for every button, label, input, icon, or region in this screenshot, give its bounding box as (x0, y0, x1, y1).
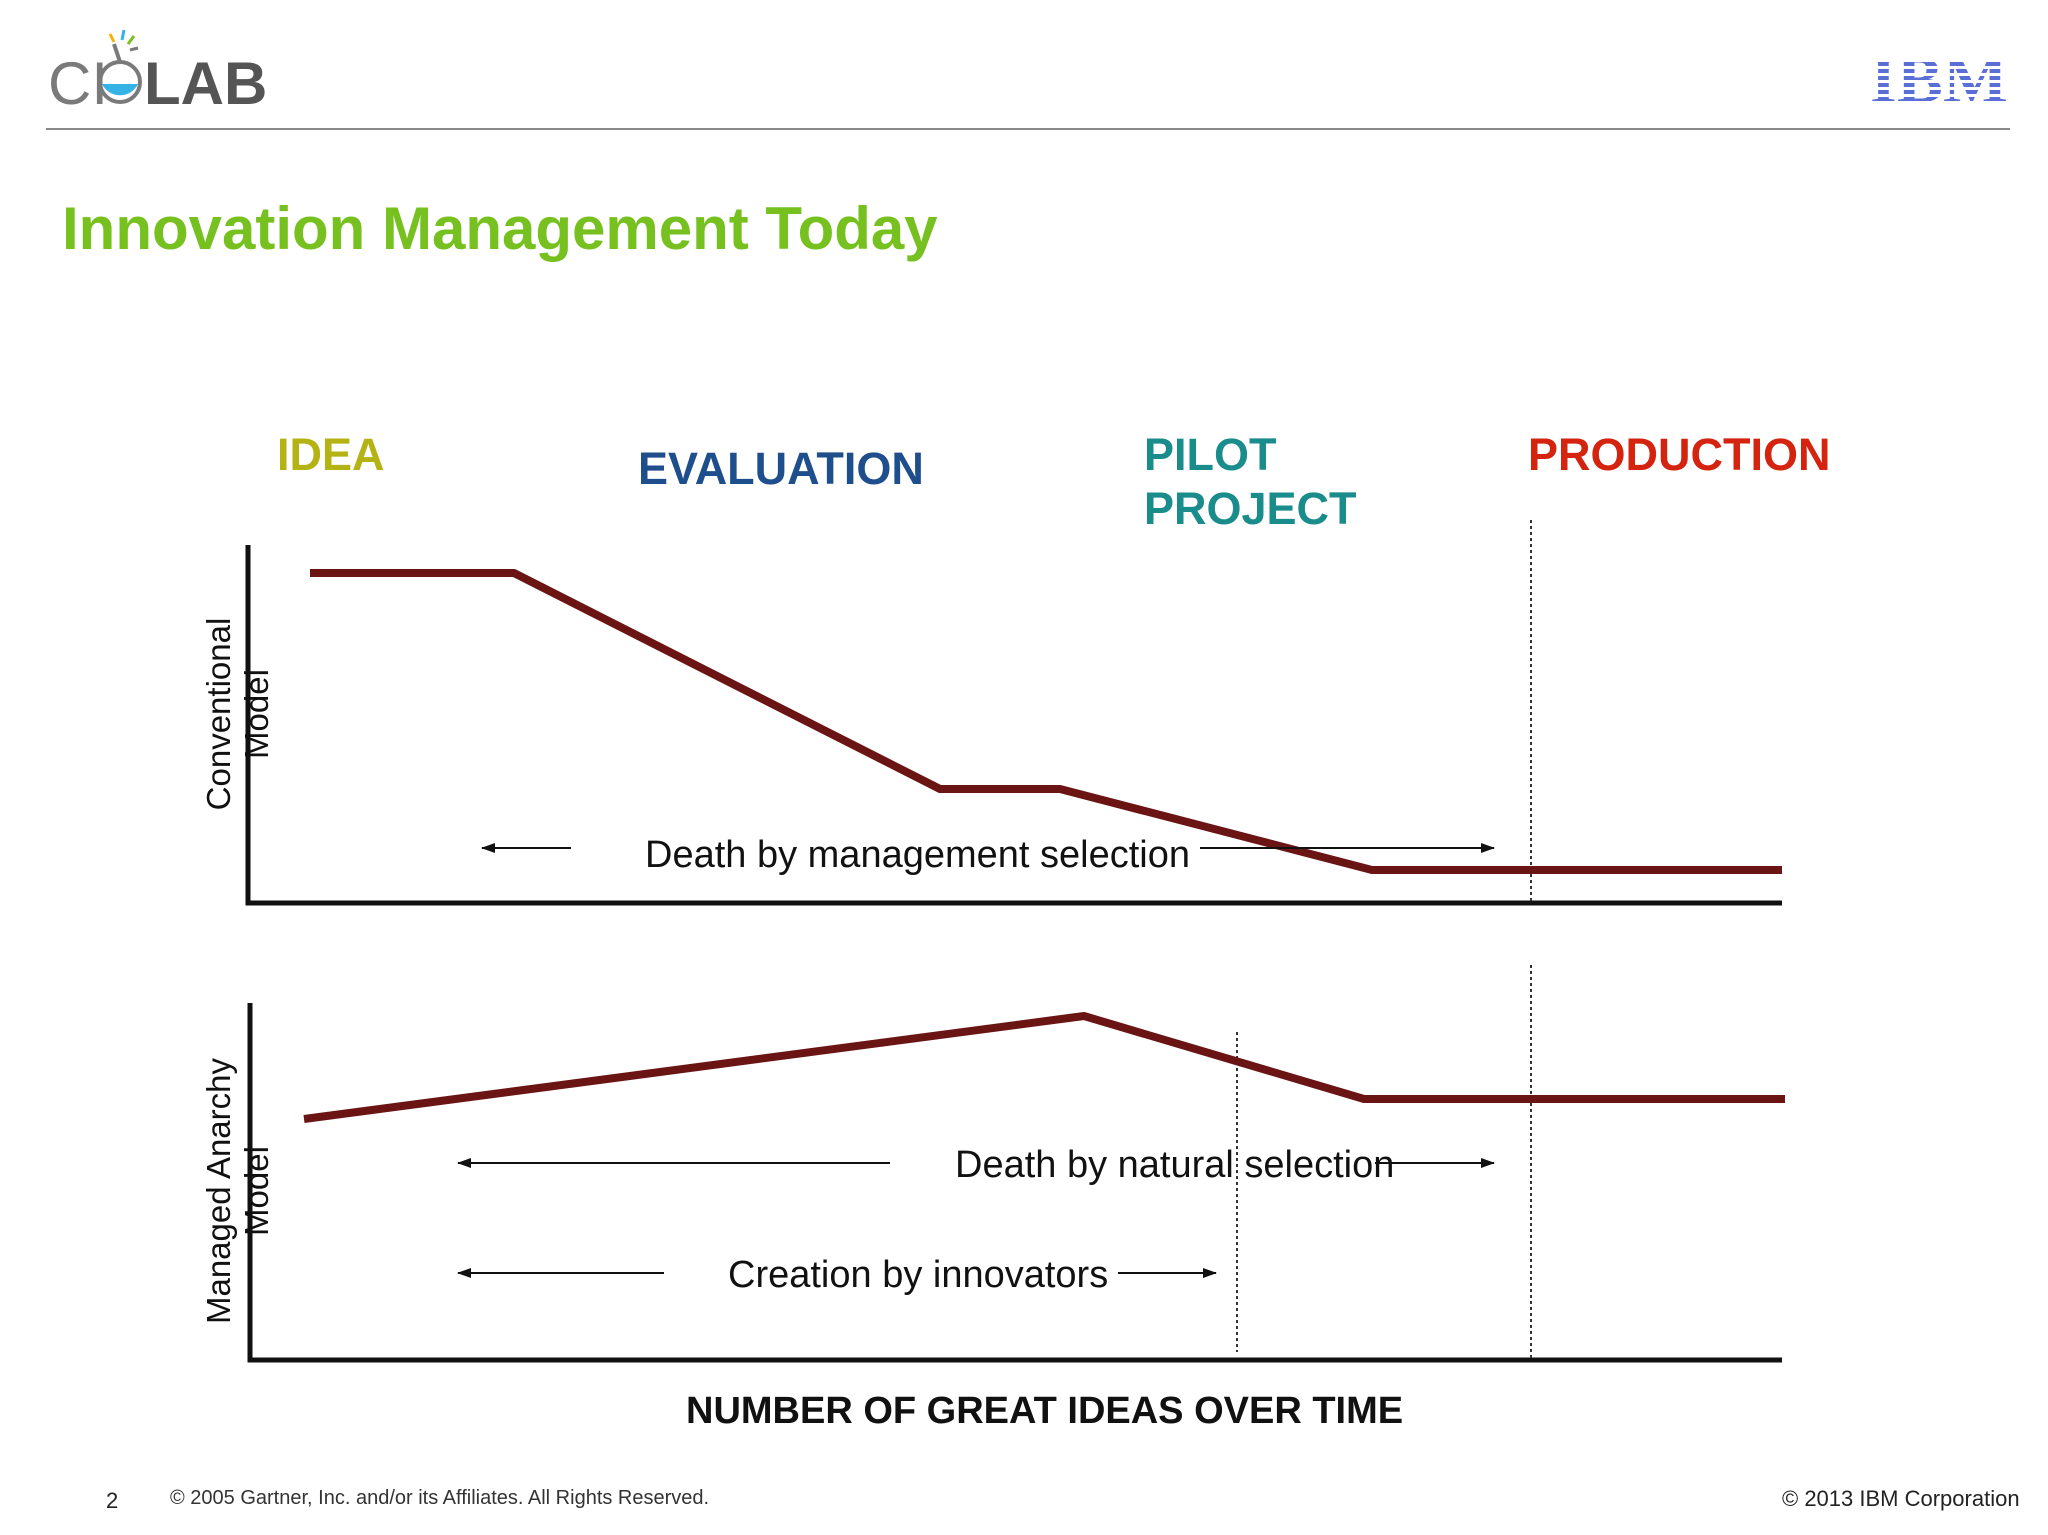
stage-label-idea: IDEA (277, 429, 385, 480)
footer-ibm-copyright: © 2013 IBM Corporation (1782, 1486, 2020, 1511)
stage-label-pilot-project: PILOT PROJECT (1144, 428, 1357, 536)
stage-label-evaluation: EVALUATION (638, 443, 924, 494)
bottom-chart-axes (247, 1003, 1782, 1363)
page-number: 2 (106, 1488, 119, 1513)
conventional-model-curve (310, 569, 1782, 874)
stage-label-pilot-line2: PROJECT (1144, 483, 1357, 534)
footer-gartner-copyright: © 2005 Gartner, Inc. and/or its Affiliat… (170, 1487, 710, 1509)
annotation-death-by-management-selection: Death by management selection (645, 834, 1190, 876)
ibm-logo: IBM (1870, 48, 2008, 108)
top-chart-axes (245, 545, 1782, 906)
stage-label-production: PRODUCTION (1528, 429, 1831, 480)
header-divider (46, 128, 2010, 130)
page-title: Innovation Management Today (62, 195, 938, 262)
flask-icon (98, 29, 142, 104)
managed-anarchy-curve (303, 1012, 1785, 1123)
cio-lab-logo: CI LAB (48, 29, 267, 114)
annotation-death-by-natural-selection: Death by natural selection (955, 1144, 1394, 1186)
x-axis-label: NUMBER OF GREAT IDEAS OVER TIME (686, 1390, 1404, 1432)
ibm-logo-text: IBM (1870, 48, 2008, 108)
logo-lab-text: LAB (144, 50, 267, 114)
annotation-creation-by-innovators: Creation by innovators (728, 1254, 1108, 1296)
stage-label-pilot-line1: PILOT (1144, 429, 1277, 480)
